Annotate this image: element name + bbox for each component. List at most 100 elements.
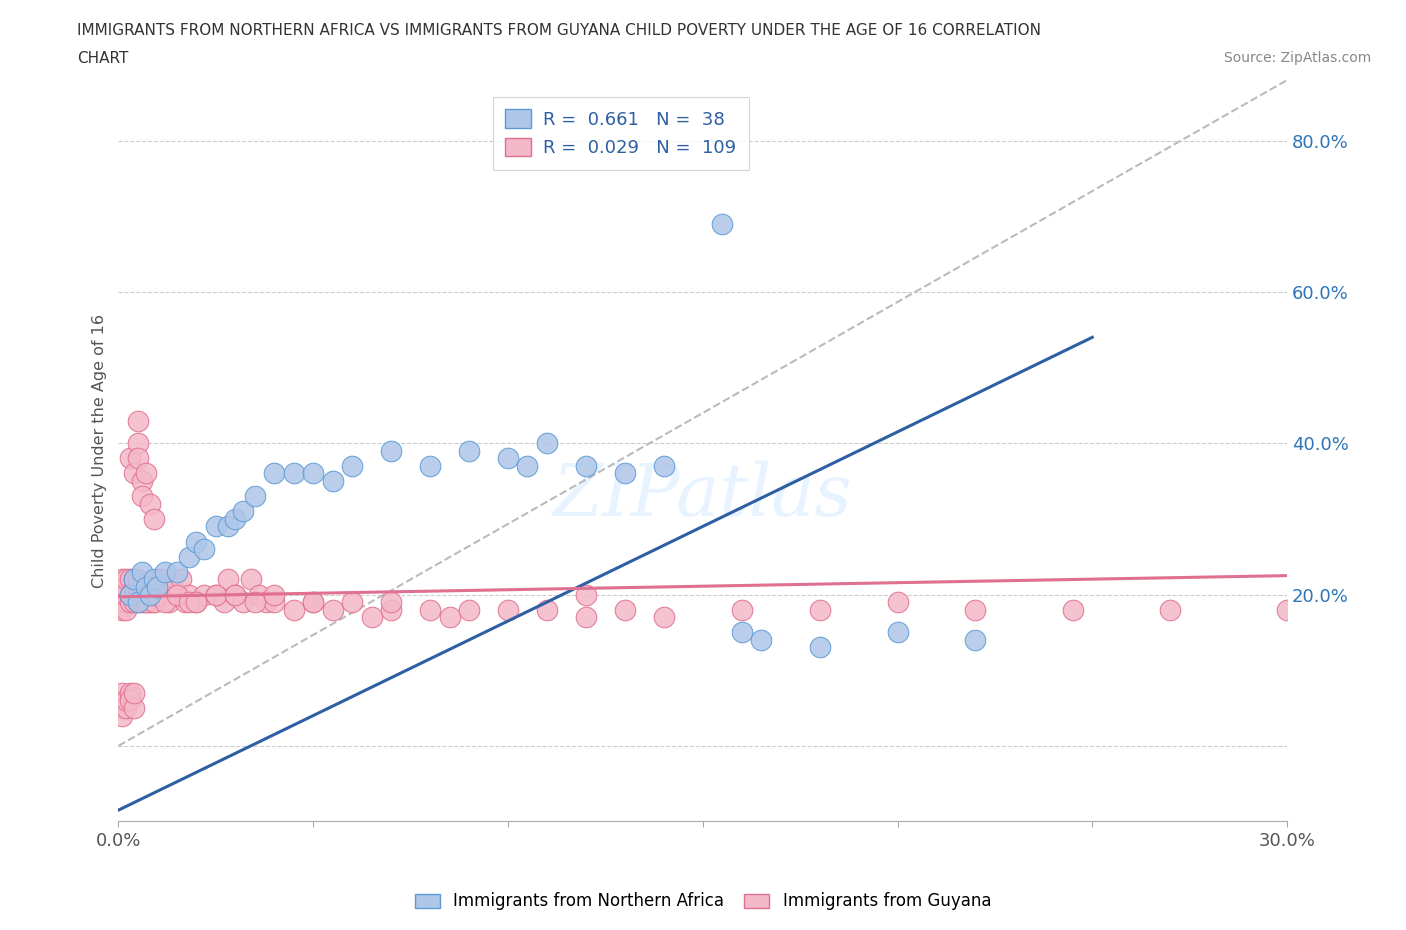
Point bbox=[177, 550, 200, 565]
Point bbox=[170, 572, 193, 587]
Point bbox=[153, 565, 176, 579]
Point bbox=[115, 587, 138, 602]
Point bbox=[146, 579, 169, 594]
Point bbox=[380, 603, 402, 618]
Point bbox=[127, 451, 149, 466]
Point bbox=[135, 579, 157, 594]
Point bbox=[439, 610, 461, 625]
Point bbox=[496, 451, 519, 466]
Point bbox=[217, 572, 239, 587]
Point bbox=[1275, 603, 1298, 618]
Point bbox=[138, 594, 160, 609]
Point bbox=[131, 473, 153, 488]
Point bbox=[340, 594, 363, 609]
Point bbox=[263, 466, 285, 481]
Point bbox=[1159, 603, 1181, 618]
Point bbox=[127, 572, 149, 587]
Point bbox=[127, 587, 149, 602]
Point bbox=[205, 587, 228, 602]
Point bbox=[808, 640, 831, 655]
Point bbox=[536, 436, 558, 451]
Point bbox=[120, 693, 142, 708]
Point bbox=[127, 594, 149, 609]
Point bbox=[256, 594, 278, 609]
Point bbox=[111, 708, 134, 723]
Point bbox=[247, 587, 270, 602]
Point bbox=[111, 594, 134, 609]
Point bbox=[111, 700, 134, 715]
Point bbox=[135, 466, 157, 481]
Point bbox=[127, 594, 149, 609]
Point bbox=[111, 603, 134, 618]
Point bbox=[131, 579, 153, 594]
Point bbox=[120, 451, 142, 466]
Point bbox=[111, 572, 134, 587]
Point bbox=[613, 466, 636, 481]
Point bbox=[142, 594, 165, 609]
Point bbox=[886, 594, 908, 609]
Point bbox=[302, 594, 325, 609]
Point bbox=[142, 572, 165, 587]
Point bbox=[153, 587, 176, 602]
Point bbox=[711, 217, 734, 232]
Point bbox=[186, 534, 208, 549]
Point bbox=[122, 685, 145, 700]
Text: Source: ZipAtlas.com: Source: ZipAtlas.com bbox=[1223, 51, 1371, 65]
Point bbox=[419, 603, 441, 618]
Point bbox=[122, 572, 145, 587]
Point bbox=[808, 603, 831, 618]
Point bbox=[516, 458, 538, 473]
Point bbox=[380, 444, 402, 458]
Point bbox=[322, 603, 344, 618]
Legend: Immigrants from Northern Africa, Immigrants from Guyana: Immigrants from Northern Africa, Immigra… bbox=[408, 885, 998, 917]
Point bbox=[142, 594, 165, 609]
Point bbox=[111, 685, 134, 700]
Point bbox=[115, 693, 138, 708]
Point bbox=[419, 458, 441, 473]
Point bbox=[166, 587, 188, 602]
Point bbox=[115, 579, 138, 594]
Point bbox=[283, 466, 305, 481]
Point bbox=[111, 693, 134, 708]
Point bbox=[120, 587, 142, 602]
Point bbox=[138, 587, 160, 602]
Point bbox=[177, 587, 200, 602]
Point bbox=[122, 579, 145, 594]
Point bbox=[127, 579, 149, 594]
Point bbox=[731, 625, 754, 640]
Point bbox=[496, 603, 519, 618]
Point bbox=[122, 572, 145, 587]
Point bbox=[302, 594, 325, 609]
Point bbox=[186, 594, 208, 609]
Point bbox=[613, 603, 636, 618]
Point bbox=[115, 594, 138, 609]
Point bbox=[146, 572, 169, 587]
Point bbox=[575, 587, 598, 602]
Point bbox=[243, 489, 266, 504]
Point bbox=[153, 594, 176, 609]
Point bbox=[166, 587, 188, 602]
Point bbox=[131, 565, 153, 579]
Point bbox=[536, 603, 558, 618]
Point bbox=[340, 458, 363, 473]
Text: ZIPatlas: ZIPatlas bbox=[553, 460, 852, 530]
Point bbox=[458, 603, 481, 618]
Point bbox=[138, 587, 160, 602]
Point bbox=[142, 512, 165, 526]
Point bbox=[886, 625, 908, 640]
Point bbox=[243, 594, 266, 609]
Point bbox=[263, 587, 285, 602]
Point bbox=[146, 587, 169, 602]
Point bbox=[458, 444, 481, 458]
Point bbox=[263, 594, 285, 609]
Point bbox=[283, 603, 305, 618]
Point bbox=[135, 594, 157, 609]
Point bbox=[1062, 603, 1084, 618]
Y-axis label: Child Poverty Under the Age of 16: Child Poverty Under the Age of 16 bbox=[93, 313, 107, 588]
Point bbox=[177, 594, 200, 609]
Point bbox=[575, 458, 598, 473]
Point bbox=[731, 603, 754, 618]
Point bbox=[224, 512, 246, 526]
Point bbox=[162, 579, 184, 594]
Point bbox=[965, 603, 987, 618]
